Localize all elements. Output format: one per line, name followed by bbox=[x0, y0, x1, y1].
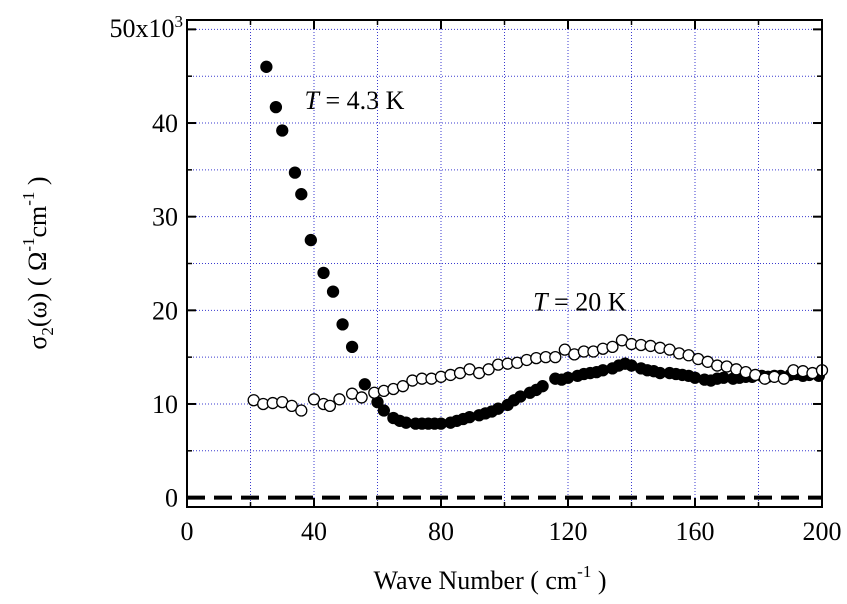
filled-data-point bbox=[288, 166, 302, 179]
filled-data-point bbox=[377, 404, 391, 417]
x-tick-label: 120 bbox=[549, 517, 588, 546]
data-markers bbox=[247, 60, 829, 430]
annotations: T = 4.3 KT = 20 K bbox=[304, 86, 626, 316]
filled-data-point bbox=[345, 340, 359, 354]
y-tick-label: 30 bbox=[152, 203, 178, 232]
filled-data-point bbox=[336, 318, 349, 331]
annotation-symbol: T bbox=[533, 287, 549, 316]
open-data-point bbox=[777, 372, 791, 385]
filled-data-point bbox=[269, 100, 283, 114]
filled-data-point bbox=[536, 380, 549, 393]
x-tick-label: 200 bbox=[803, 517, 842, 546]
open-data-point bbox=[558, 343, 571, 356]
x-axis-title: Wave Number ( cm-1 ) bbox=[373, 562, 606, 595]
temperature-annotation: T = 20 K bbox=[533, 287, 627, 316]
open-data-point bbox=[606, 340, 619, 354]
x-tick-label: 160 bbox=[676, 517, 715, 546]
annotation-text: = 4.3 K bbox=[319, 86, 405, 115]
axis-ticks bbox=[186, 20, 823, 507]
y-tick-label: 40 bbox=[152, 109, 178, 138]
temperature-annotation: T = 4.3 K bbox=[304, 86, 404, 115]
filled-data-point bbox=[260, 60, 273, 73]
y-multiplier: 50x103 bbox=[110, 12, 184, 43]
annotation-text: = 20 K bbox=[548, 287, 627, 316]
y-tick-label: 10 bbox=[152, 390, 178, 419]
y-tick-label: 20 bbox=[152, 296, 178, 325]
filled-data-point bbox=[295, 188, 308, 201]
annotation-symbol: T bbox=[304, 86, 320, 115]
grid bbox=[187, 20, 822, 507]
open-data-point bbox=[549, 351, 562, 364]
open-data-point bbox=[396, 380, 410, 393]
filled-data-point bbox=[326, 285, 340, 298]
open-data-point bbox=[482, 363, 495, 376]
filled-data-point bbox=[358, 378, 371, 391]
tick-labels: 0 40 80 120 160 200 0 10 20 30 40 bbox=[152, 109, 842, 546]
open-data-point bbox=[307, 393, 321, 406]
filled-data-point bbox=[304, 233, 317, 247]
open-data-point bbox=[285, 399, 298, 413]
open-data-point bbox=[333, 393, 346, 406]
open-data-point bbox=[355, 391, 368, 404]
x-tick-label: 40 bbox=[301, 517, 327, 546]
y-axis-title: σ2(ω) ( Ω-1cm-1 ) bbox=[19, 176, 57, 349]
filled-data-point bbox=[317, 266, 330, 280]
x-tick-label: 80 bbox=[428, 517, 454, 546]
open-data-point bbox=[295, 404, 308, 417]
y-tick-label: 0 bbox=[165, 484, 178, 513]
filled-data-point bbox=[276, 124, 289, 137]
x-tick-label: 0 bbox=[181, 517, 194, 546]
open-data-point bbox=[323, 399, 337, 413]
